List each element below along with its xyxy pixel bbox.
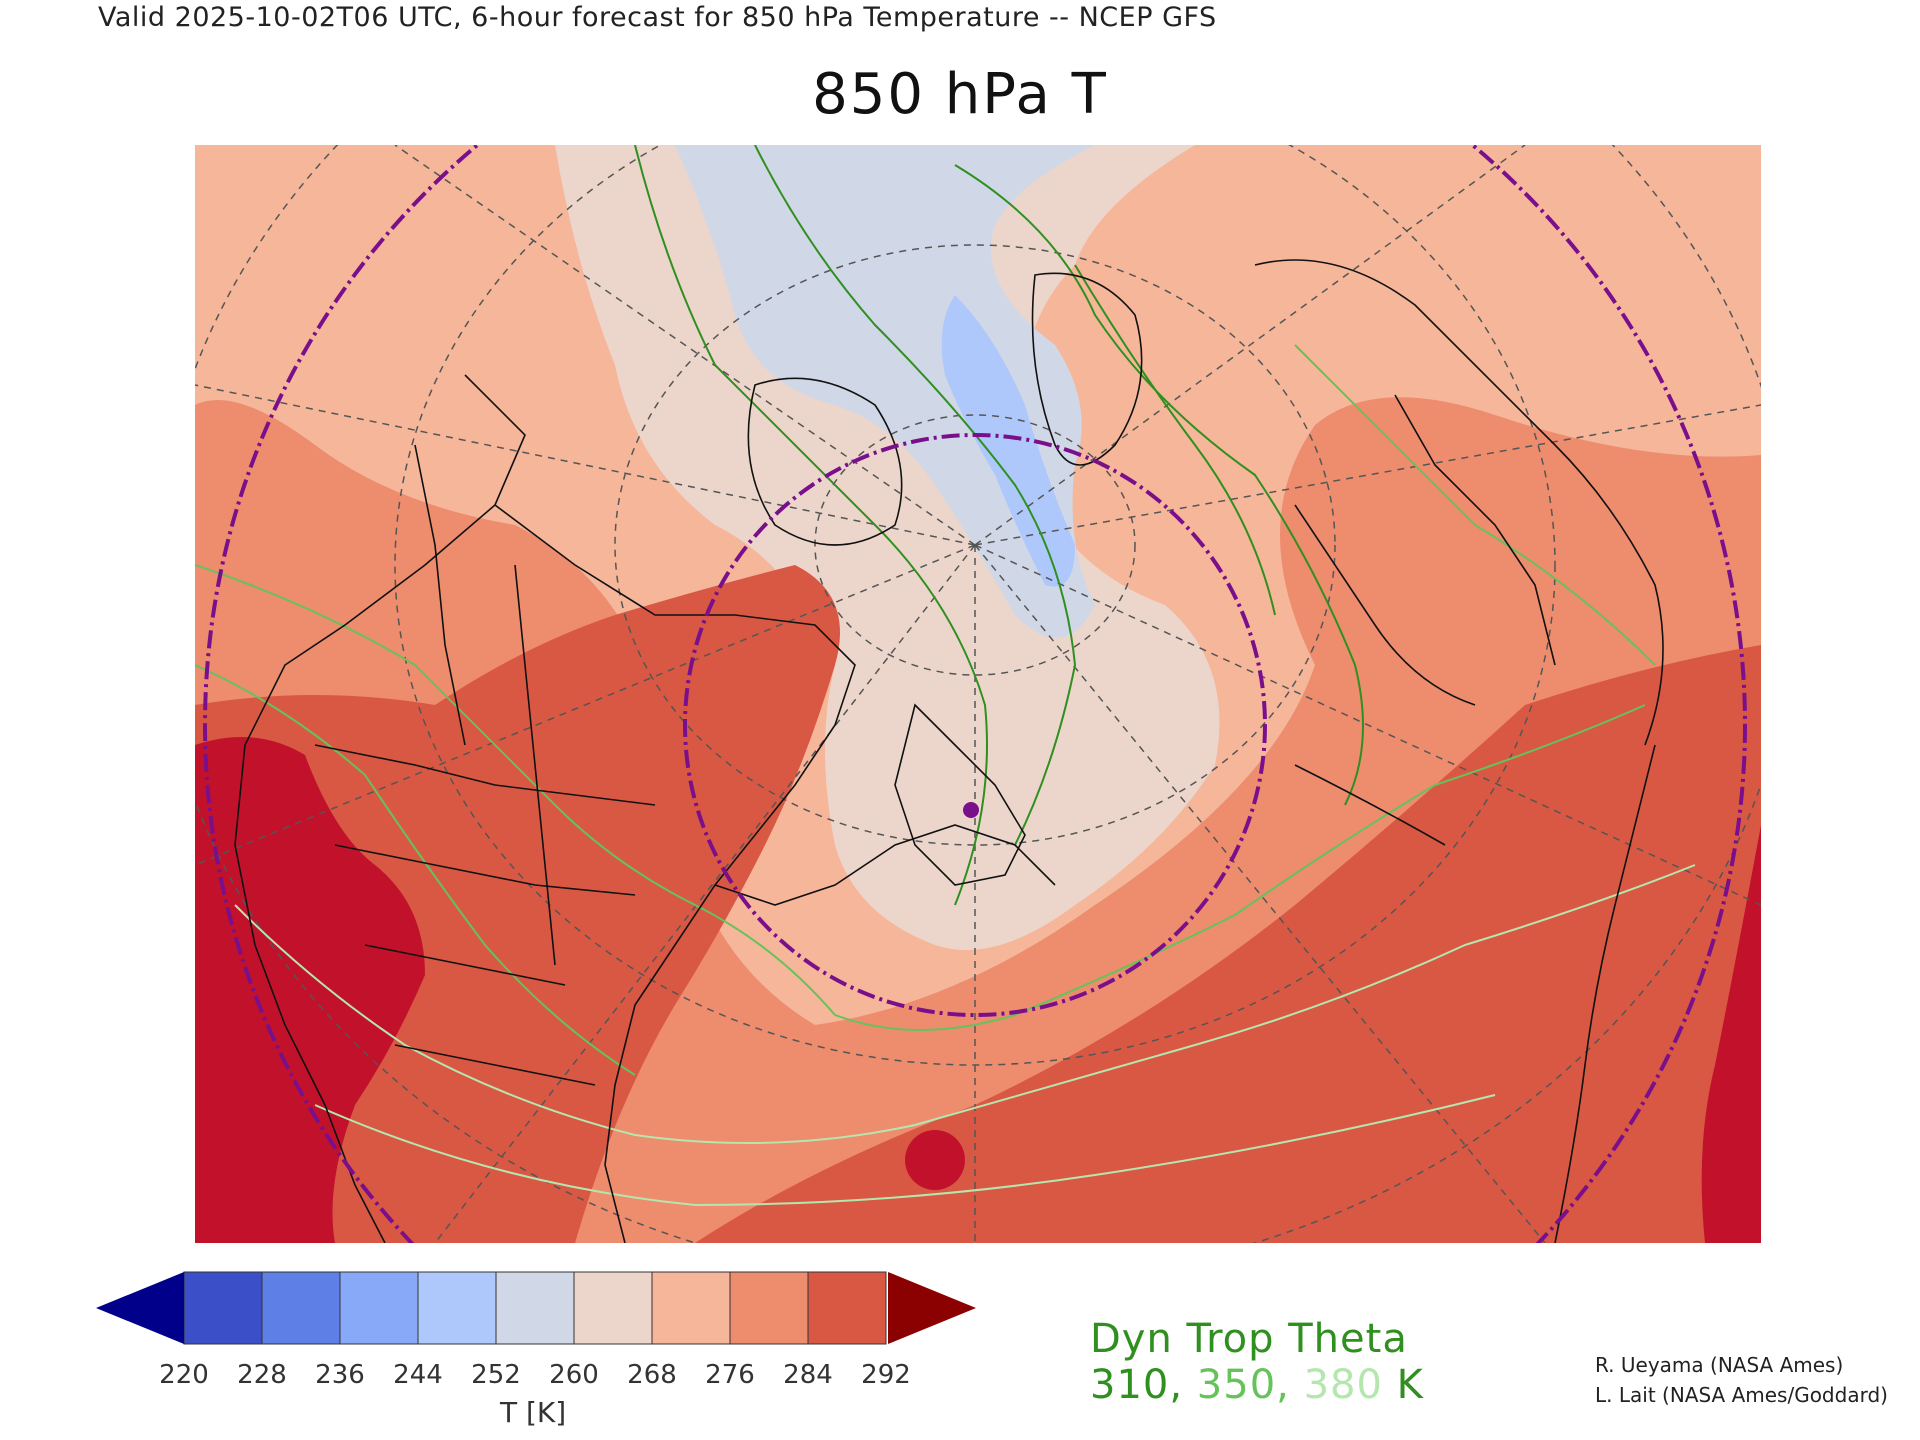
theta-separator: ,	[1276, 1362, 1304, 1408]
colorbar-swatch	[261, 1271, 341, 1345]
colorbar-tick-label: 252	[471, 1360, 521, 1390]
map-title: 850 hPa T	[812, 62, 1108, 127]
colorbar-tick-label: 284	[783, 1360, 833, 1390]
colorbar-swatch	[495, 1271, 575, 1345]
very-warm-field-west	[195, 737, 425, 1243]
credit-line-2: L. Lait (NASA Ames/Goddard)	[1595, 1383, 1888, 1407]
colorbar-tick-label: 268	[627, 1360, 677, 1390]
coldest-field-region	[941, 295, 1075, 587]
colorbar-swatch	[807, 1271, 887, 1345]
colorbar-over-arrow	[888, 1272, 976, 1344]
overlay-legend-title: Dyn Trop Theta	[1090, 1316, 1408, 1362]
colorbar-swatch	[729, 1271, 809, 1345]
colorbar-tick-label: 236	[315, 1360, 365, 1390]
reference-point-marker	[963, 802, 979, 818]
very-warm-field-east	[1701, 825, 1761, 1243]
colorbar-tick-label: 244	[393, 1360, 443, 1390]
theta-value-350: 350	[1196, 1362, 1277, 1408]
colorbar-swatch	[417, 1271, 497, 1345]
colorbar-tick-label: 292	[861, 1360, 911, 1390]
colorbar-tick-label: 260	[549, 1360, 599, 1390]
colorbar	[96, 1271, 976, 1345]
colorbar-unit-label: T [K]	[500, 1396, 567, 1429]
credit-line-1: R. Ueyama (NASA Ames)	[1595, 1353, 1844, 1377]
theta-separator: ,	[1169, 1362, 1197, 1408]
colorbar-tick-label: 220	[159, 1360, 209, 1390]
colorbar-swatch	[573, 1271, 653, 1345]
coastlines	[234, 259, 1664, 1243]
reference-rings	[203, 145, 1747, 1243]
colorbar-swatch	[339, 1271, 419, 1345]
temperature-map	[195, 145, 1761, 1243]
very-warm-spot-atlantic	[905, 1130, 965, 1190]
colorbar-swatch	[183, 1271, 263, 1345]
colorbar-swatch	[651, 1271, 731, 1345]
theta-value-310: 310	[1090, 1362, 1170, 1408]
forecast-header: Valid 2025-10-02T06 UTC, 6-hour forecast…	[98, 2, 1217, 33]
colorbar-tick-label: 228	[237, 1360, 287, 1390]
theta-unit-label: K	[1396, 1362, 1424, 1408]
theta-value-380: 380	[1303, 1362, 1383, 1408]
colorbar-tick-label: 276	[705, 1360, 755, 1390]
colder-field-region	[675, 145, 1095, 638]
overlay-legend-values: 310, 350, 380 K	[1090, 1362, 1424, 1408]
colorbar-swatches	[183, 1271, 887, 1345]
theta-unit	[1383, 1362, 1397, 1408]
graticule	[195, 145, 1761, 1243]
warm-field-atlantic	[695, 645, 1761, 1243]
colorbar-under-arrow	[96, 1272, 184, 1344]
